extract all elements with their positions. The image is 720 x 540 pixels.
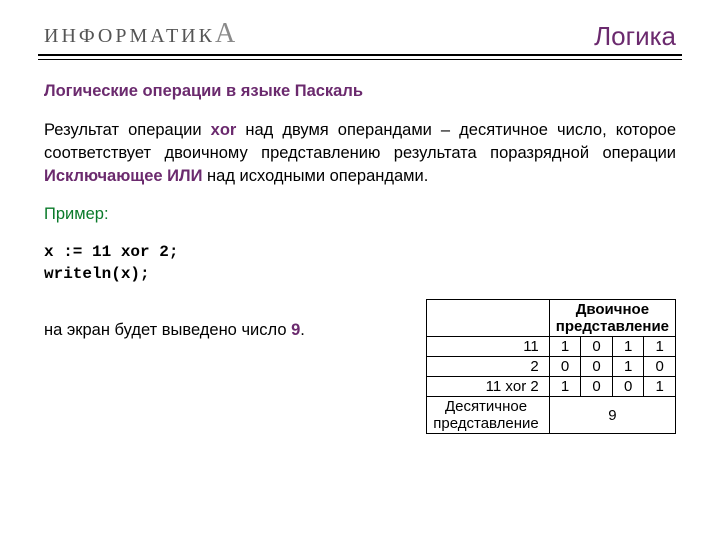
content: Логические операции в языке Паскаль Резу… bbox=[38, 82, 682, 434]
dec-label-line1: Десятичное bbox=[445, 398, 527, 415]
bit-cell: 1 bbox=[549, 377, 581, 397]
bit-cell: 1 bbox=[644, 377, 676, 397]
logo-prefix: ИНФОРМАТИК bbox=[44, 25, 215, 47]
row-label: 11 xor 2 bbox=[427, 377, 550, 397]
bit-cell: 0 bbox=[581, 377, 613, 397]
keyword-exclusive-or: Исключающее ИЛИ bbox=[44, 167, 202, 185]
keyword-xor: xor bbox=[211, 121, 237, 139]
decimal-value: 9 bbox=[549, 397, 675, 434]
description-paragraph: Результат операции xor над двумя операнд… bbox=[44, 119, 676, 187]
output-post: . bbox=[300, 321, 305, 339]
bit-cell: 0 bbox=[612, 377, 644, 397]
bit-cell: 1 bbox=[612, 357, 644, 377]
table-row: 11 1 0 1 1 bbox=[427, 337, 676, 357]
page-title: Логика bbox=[594, 21, 682, 54]
bit-cell: 0 bbox=[581, 337, 613, 357]
output-text: на экран будет выведено число 9. bbox=[44, 299, 305, 340]
binary-table: Двоичное представление 11 1 0 1 1 2 0 0 … bbox=[426, 299, 676, 434]
table-footer-row: Десятичное представление 9 bbox=[427, 397, 676, 434]
binary-header: Двоичное представление bbox=[549, 300, 675, 337]
para-text-3: над исходными операндами. bbox=[202, 167, 428, 185]
site-logo: ИНФОРМАТИКА bbox=[38, 18, 235, 54]
row-label: 2 bbox=[427, 357, 550, 377]
lower-row: на экран будет выведено число 9. Двоично… bbox=[44, 299, 676, 434]
header: ИНФОРМАТИКА Логика bbox=[38, 18, 682, 56]
code-line-1: x := 11 xor 2; bbox=[44, 242, 676, 264]
logo-suffix: А bbox=[215, 18, 235, 49]
bit-cell: 0 bbox=[644, 357, 676, 377]
output-pre: на экран будет выведено число bbox=[44, 321, 291, 339]
bit-cell: 0 bbox=[549, 357, 581, 377]
table-corner bbox=[427, 300, 550, 337]
header-underline bbox=[38, 59, 682, 60]
output-value: 9 bbox=[291, 321, 300, 339]
table-row: 2 0 0 1 0 bbox=[427, 357, 676, 377]
bit-cell: 1 bbox=[644, 337, 676, 357]
code-block: x := 11 xor 2; writeln(x); bbox=[44, 242, 676, 285]
section-subtitle: Логические операции в языке Паскаль bbox=[44, 82, 676, 101]
para-text-1: Результат операции bbox=[44, 121, 211, 139]
bit-cell: 1 bbox=[549, 337, 581, 357]
bit-cell: 0 bbox=[581, 357, 613, 377]
table-header-row: Двоичное представление bbox=[427, 300, 676, 337]
example-label: Пример: bbox=[44, 205, 676, 224]
code-line-2: writeln(x); bbox=[44, 264, 676, 286]
binary-header-text: Двоичное представление bbox=[556, 301, 669, 335]
decimal-label: Десятичное представление bbox=[427, 397, 550, 434]
table-row: 11 xor 2 1 0 0 1 bbox=[427, 377, 676, 397]
dec-label-line2: представление bbox=[433, 415, 539, 432]
bit-cell: 1 bbox=[612, 337, 644, 357]
row-label: 11 bbox=[427, 337, 550, 357]
